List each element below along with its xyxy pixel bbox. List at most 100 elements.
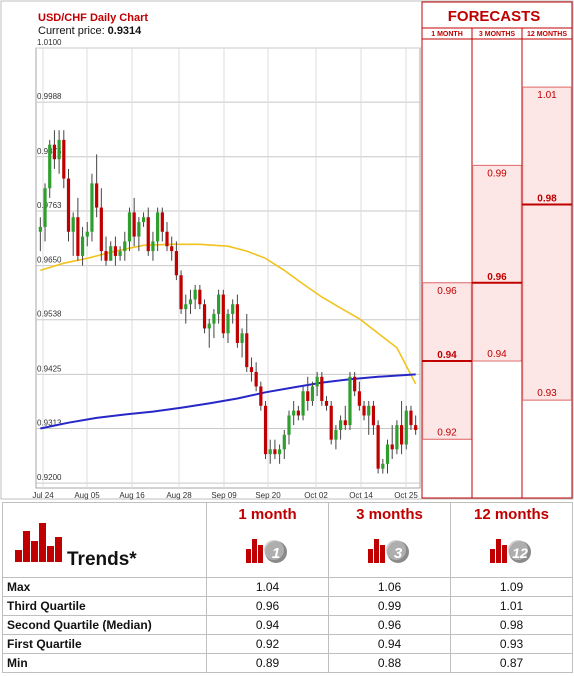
cell-value: 0.92 bbox=[206, 634, 329, 654]
candle bbox=[104, 236, 108, 266]
candle bbox=[320, 371, 324, 406]
candle bbox=[278, 444, 282, 464]
candle-body bbox=[141, 217, 146, 223]
candle-body bbox=[240, 333, 244, 343]
forecast-low-label: 0.92 bbox=[437, 427, 457, 438]
candle-body bbox=[76, 217, 80, 256]
forecast-range-band bbox=[472, 164, 522, 362]
candle bbox=[193, 284, 197, 310]
x-tick-label: Aug 28 bbox=[166, 491, 192, 500]
x-tick-label: Aug 05 bbox=[74, 491, 100, 500]
chart-title: USD/CHF Daily Chart bbox=[38, 12, 148, 24]
forecasts-title: FORECASTS bbox=[448, 8, 541, 25]
candle bbox=[259, 381, 263, 411]
y-tick-label: 0.9425 bbox=[37, 364, 62, 373]
candle bbox=[85, 222, 89, 247]
candle-body bbox=[179, 275, 183, 310]
candle bbox=[113, 236, 118, 266]
cell-value: 0.99 bbox=[328, 596, 451, 616]
cell-value: 0.96 bbox=[206, 596, 329, 616]
row-label: Max bbox=[2, 577, 207, 597]
row-label: Min bbox=[2, 653, 207, 673]
candle bbox=[409, 405, 413, 430]
candle bbox=[399, 400, 404, 455]
y-tick-label: 0.9200 bbox=[37, 473, 62, 482]
candle bbox=[381, 458, 385, 474]
candle-body bbox=[198, 289, 202, 305]
candle-body bbox=[409, 410, 413, 426]
candle-body bbox=[371, 405, 376, 426]
candle bbox=[165, 222, 169, 252]
candle bbox=[249, 357, 254, 382]
candle-body bbox=[132, 212, 136, 237]
table-row: Second Quartile (Median) 0.94 0.96 0.98 bbox=[2, 615, 573, 635]
candle bbox=[141, 212, 146, 227]
candle-body bbox=[109, 246, 113, 261]
candle-body bbox=[278, 449, 282, 455]
candle bbox=[80, 226, 85, 266]
candle-body bbox=[414, 425, 418, 430]
candle-body bbox=[193, 289, 197, 300]
candle-body bbox=[268, 449, 272, 455]
candle bbox=[348, 371, 352, 430]
horizon-badge-icon: 12 bbox=[489, 539, 533, 565]
candle bbox=[404, 405, 408, 450]
horizon-label: 1 month bbox=[238, 506, 297, 523]
candle bbox=[324, 396, 329, 411]
cell-value: 1.06 bbox=[328, 577, 451, 597]
candle-body bbox=[334, 429, 338, 440]
candle-body bbox=[123, 241, 127, 252]
candle-body bbox=[99, 207, 103, 252]
forecast-frame bbox=[421, 1, 573, 499]
trends-title: Trends* bbox=[67, 549, 137, 570]
cell-value: 0.94 bbox=[206, 615, 329, 635]
candle bbox=[226, 309, 230, 343]
candle-body bbox=[282, 434, 286, 450]
candle-body bbox=[212, 313, 216, 324]
candle bbox=[240, 328, 244, 358]
candle bbox=[414, 415, 418, 435]
candle bbox=[184, 294, 188, 324]
candle bbox=[137, 217, 141, 252]
candle-body bbox=[353, 376, 357, 392]
candle-body bbox=[390, 444, 394, 450]
candle-body bbox=[95, 183, 99, 208]
candle bbox=[207, 318, 211, 348]
candle-body bbox=[221, 294, 225, 334]
cell-value: 0.89 bbox=[206, 653, 329, 673]
candle-body bbox=[254, 371, 258, 387]
candle bbox=[48, 139, 52, 198]
y-tick-label: 0.9763 bbox=[37, 201, 62, 210]
forecast-low-label: 0.93 bbox=[537, 388, 557, 399]
candle-body bbox=[80, 236, 85, 256]
candle-body bbox=[160, 212, 164, 232]
candle-body bbox=[362, 405, 366, 416]
candle bbox=[57, 130, 61, 174]
candle bbox=[367, 400, 371, 435]
candle bbox=[338, 415, 343, 440]
candle bbox=[254, 362, 258, 392]
candle-body bbox=[399, 425, 404, 445]
cell-value: 0.93 bbox=[450, 634, 573, 654]
table-row: Max 1.04 1.06 1.09 bbox=[2, 577, 573, 597]
forecast-column-label: 3 MONTHS bbox=[479, 31, 516, 38]
candle bbox=[395, 420, 399, 455]
candle bbox=[301, 386, 305, 421]
trends-header-row: Trends* 1 month 1 3 months 3 bbox=[2, 502, 573, 578]
candle-body bbox=[226, 313, 230, 334]
forecast-low-label: 0.94 bbox=[487, 349, 507, 360]
forecast-median-label: 0.98 bbox=[537, 194, 557, 205]
candle bbox=[287, 410, 291, 445]
candle-body bbox=[306, 391, 310, 401]
candle-body bbox=[381, 463, 385, 469]
forecast-median-label: 0.94 bbox=[437, 350, 457, 361]
horizon-3-months: 3 months 3 bbox=[328, 502, 451, 578]
candle-body bbox=[404, 410, 408, 445]
candle-body bbox=[301, 391, 305, 416]
candle-body bbox=[165, 231, 169, 247]
cell-value: 0.98 bbox=[450, 615, 573, 635]
cell-value: 0.96 bbox=[328, 615, 451, 635]
svg-text:12: 12 bbox=[512, 545, 528, 561]
candle-body bbox=[202, 304, 207, 329]
candle-body bbox=[367, 405, 371, 416]
